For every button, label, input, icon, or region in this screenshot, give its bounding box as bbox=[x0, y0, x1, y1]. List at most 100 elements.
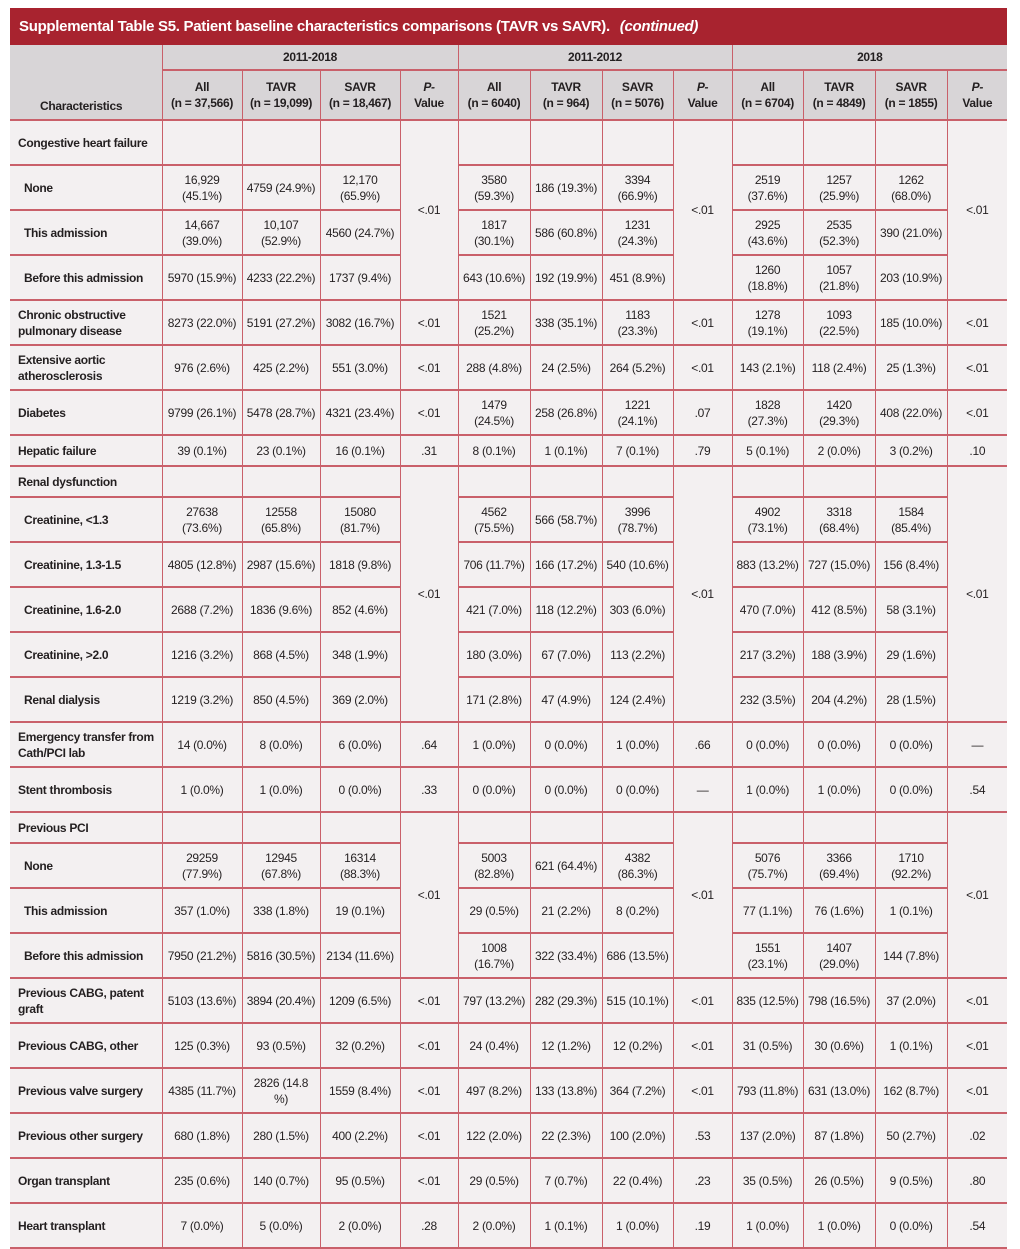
value-cell: 412 (8.5%) bbox=[802, 586, 876, 633]
value-cell: 0 (0.0%) bbox=[802, 721, 876, 768]
value-cell: 408 (22.0%) bbox=[874, 389, 948, 436]
empty-cell bbox=[241, 811, 321, 844]
row-label: Emergency transfer from Cath/PCI lab bbox=[10, 721, 163, 768]
empty-cell bbox=[874, 465, 948, 498]
value-cell: 2 (0.0%) bbox=[319, 1202, 401, 1249]
empty-cell bbox=[319, 465, 401, 498]
column-header: All (n = 37,566) bbox=[162, 69, 243, 121]
table-row: Previous CABG, other 125 (0.3%) 93 (0.5%) 3… bbox=[10, 1022, 1008, 1069]
value-cell: 1209 (6.5%) bbox=[319, 977, 401, 1024]
empty-cell bbox=[161, 811, 243, 844]
value-cell: 133 (13.8%) bbox=[529, 1067, 603, 1114]
value-cell: 288 (4.8%) bbox=[457, 344, 531, 391]
value-cell: 24 (2.5%) bbox=[529, 344, 603, 391]
value-cell: 3366 (69.4%) bbox=[802, 842, 876, 889]
value-cell: 586 (60.8%) bbox=[529, 209, 603, 256]
value-cell: 1221 (24.1%) bbox=[601, 389, 674, 436]
value-cell: 425 (2.2%) bbox=[241, 344, 321, 391]
value-cell: 32 (0.2%) bbox=[319, 1022, 401, 1069]
value-cell: 0 (0.0%) bbox=[529, 766, 603, 813]
value-cell: 1008 (16.7%) bbox=[457, 932, 531, 979]
empty-cell bbox=[529, 811, 603, 844]
row-label: Previous other surgery bbox=[10, 1112, 163, 1159]
value-cell: 0 (0.0%) bbox=[529, 721, 603, 768]
column-header: TAVR (n = 964) bbox=[529, 69, 603, 121]
table-row: This admission 14,667 (39.0%) 10,107 (52.9… bbox=[10, 209, 1007, 256]
column-n: Value bbox=[962, 96, 993, 110]
p-value-cell: <.01 bbox=[946, 389, 1008, 436]
period-header: 2018 bbox=[731, 45, 1008, 71]
value-cell: 0 (0.0%) bbox=[874, 721, 948, 768]
table-row: None 16,929 (45.1%) 4759 (24.9%) 12,170 (65… bbox=[10, 164, 1007, 211]
value-cell: 1 (0.1%) bbox=[529, 434, 603, 467]
value-cell: 12 (1.2%) bbox=[529, 1022, 603, 1069]
row-label: Chronic obstructive pulmonary disease bbox=[10, 299, 163, 346]
p-value-cell: <.01 bbox=[399, 1022, 459, 1069]
value-cell: 5 (0.1%) bbox=[731, 434, 804, 467]
value-cell: 551 (3.0%) bbox=[319, 344, 401, 391]
p-value-cell: <.01 bbox=[672, 119, 733, 301]
row-label: None bbox=[10, 164, 163, 211]
table-row: Heart transplant 7 (0.0%) 5 (0.0%) 2 (0.0%)… bbox=[10, 1202, 1008, 1249]
value-cell: 5478 (28.7%) bbox=[241, 389, 321, 436]
value-cell: 7950 (21.2%) bbox=[161, 932, 243, 979]
value-cell: 14,667 (39.0%) bbox=[161, 209, 243, 256]
column-n: (n = 1855) bbox=[884, 96, 938, 110]
value-cell: 1 (0.1%) bbox=[874, 887, 948, 934]
row-label: Renal dysfunction bbox=[10, 465, 163, 498]
value-cell: 140 (0.7%) bbox=[241, 1157, 321, 1204]
value-cell: 47 (4.9%) bbox=[529, 676, 603, 723]
value-cell: 3996 (78.7%) bbox=[601, 496, 674, 543]
value-cell: 540 (10.6%) bbox=[601, 541, 674, 588]
value-cell: 5816 (30.5%) bbox=[241, 932, 321, 979]
column-header: P- Value bbox=[399, 69, 459, 121]
value-cell: 39 (0.1%) bbox=[161, 434, 243, 467]
table-row: Previous other surgery 680 (1.8%) 280 (1.5… bbox=[10, 1112, 1008, 1159]
characteristics-header: Characteristics bbox=[10, 45, 163, 121]
row-label: Previous CABG, patent graft bbox=[10, 977, 163, 1024]
value-cell: 1817 (30.1%) bbox=[457, 209, 531, 256]
p-value-cell: <.01 bbox=[946, 344, 1008, 391]
value-cell: 29 (0.5%) bbox=[457, 887, 531, 934]
empty-cell bbox=[529, 119, 603, 166]
value-cell: 1183 (23.3%) bbox=[601, 299, 674, 346]
value-cell: 162 (8.7%) bbox=[874, 1067, 948, 1114]
p-value-cell: <.01 bbox=[399, 465, 459, 723]
column-label: SAVR bbox=[344, 80, 376, 94]
table-row-group-header: Previous PCI <.01 <.01 <.01 bbox=[10, 811, 1008, 979]
p-value-cell: <.01 bbox=[672, 1022, 733, 1069]
value-cell: 10,107 (52.9%) bbox=[241, 209, 321, 256]
value-cell: 5970 (15.9%) bbox=[161, 254, 243, 301]
column-header: TAVR (n = 4849) bbox=[802, 69, 876, 121]
value-cell: 515 (10.1%) bbox=[601, 977, 674, 1024]
column-header: SAVR (n = 18,467) bbox=[319, 69, 401, 121]
table-row: Renal dialysis 1219 (3.2%) 850 (4.5%) 369 (… bbox=[10, 676, 1007, 723]
value-cell: 258 (26.8%) bbox=[529, 389, 603, 436]
empty-cell bbox=[529, 465, 603, 498]
value-cell: 4382 (86.3%) bbox=[601, 842, 674, 889]
row-label: Stent thrombosis bbox=[10, 766, 163, 813]
p-value-cell: .33 bbox=[399, 766, 459, 813]
empty-cell bbox=[802, 465, 876, 498]
empty-cell bbox=[601, 811, 674, 844]
value-cell: 566 (58.7%) bbox=[529, 496, 603, 543]
value-cell: 3318 (68.4%) bbox=[802, 496, 876, 543]
p-value-cell: .10 bbox=[946, 434, 1008, 467]
value-cell: 113 (2.2%) bbox=[601, 631, 674, 678]
value-cell: 322 (33.4%) bbox=[529, 932, 603, 979]
row-label: Hepatic failure bbox=[10, 434, 163, 467]
row-label: Creatinine, <1.3 bbox=[10, 496, 163, 543]
p-value-cell: <.01 bbox=[399, 1112, 459, 1159]
value-cell: 217 (3.2%) bbox=[731, 631, 804, 678]
value-cell: 29 (1.6%) bbox=[874, 631, 948, 678]
column-n: Value bbox=[414, 96, 444, 110]
value-cell: 2925 (43.6%) bbox=[731, 209, 804, 256]
value-cell: 621 (64.4%) bbox=[529, 842, 603, 889]
p-value-cell: <.01 bbox=[399, 344, 459, 391]
value-cell: 390 (21.0%) bbox=[874, 209, 948, 256]
empty-cell bbox=[319, 811, 401, 844]
value-cell: 1216 (3.2%) bbox=[161, 631, 243, 678]
value-cell: 16314 (88.3%) bbox=[319, 842, 401, 889]
value-cell: 2987 (15.6%) bbox=[241, 541, 321, 588]
value-cell: 37 (2.0%) bbox=[874, 977, 948, 1024]
